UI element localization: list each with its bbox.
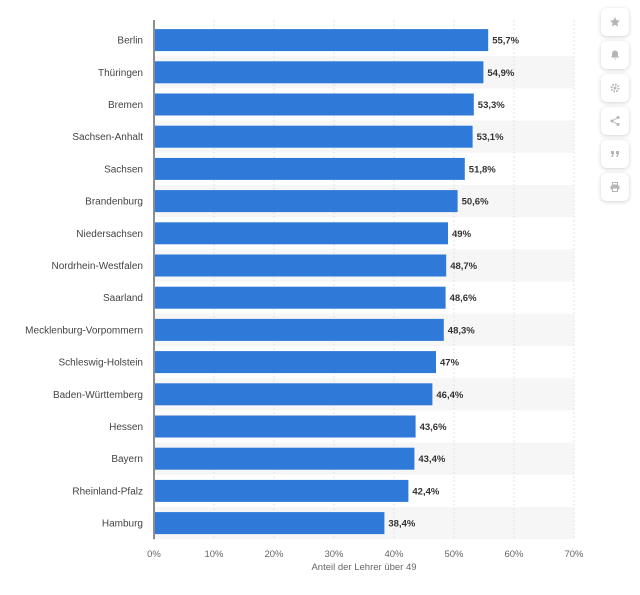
data-label: 43,4% xyxy=(418,454,445,465)
share-button[interactable] xyxy=(601,107,629,135)
share-icon xyxy=(610,116,620,126)
category-label: Schleswig-Holstein xyxy=(59,358,143,369)
print-button[interactable] xyxy=(601,173,629,201)
data-label: 48,7% xyxy=(450,261,477,272)
data-label: 47% xyxy=(440,358,460,369)
bar[interactable] xyxy=(155,254,447,277)
bar[interactable] xyxy=(155,351,436,374)
favorite-button[interactable] xyxy=(601,8,629,36)
category-label: Niedersachsen xyxy=(76,229,143,240)
x-tick-label: 70% xyxy=(564,549,584,560)
notification-button[interactable] xyxy=(601,41,629,69)
bar[interactable] xyxy=(155,61,484,84)
data-label: 55,7% xyxy=(492,36,519,47)
category-label: Rheinland-Pfalz xyxy=(72,486,143,497)
bars xyxy=(155,29,489,535)
data-label: 53,1% xyxy=(477,132,504,143)
category-label: Thüringen xyxy=(98,68,143,79)
value-labels: 55,7% 54,9% 53,3% 53,1% 51,8% 50,6% 49% 48,7% 48… xyxy=(388,36,519,530)
bar[interactable] xyxy=(155,512,385,535)
data-label: 54,9% xyxy=(487,68,514,79)
category-label: Saarland xyxy=(103,293,143,304)
quote-icon xyxy=(611,151,619,157)
category-label: Berlin xyxy=(117,36,143,47)
category-label: Hessen xyxy=(109,422,143,433)
gear-icon xyxy=(610,83,620,93)
side-toolbar xyxy=(601,8,629,206)
x-tick-label: 60% xyxy=(504,549,524,560)
x-tick-label: 20% xyxy=(264,549,284,560)
data-label: 48,3% xyxy=(448,325,475,336)
bar[interactable] xyxy=(155,93,474,116)
bar[interactable] xyxy=(155,318,444,341)
category-label: Sachsen-Anhalt xyxy=(72,132,143,143)
x-tick-label: 40% xyxy=(384,549,404,560)
category-labels: Berlin Thüringen Bremen Sachsen-Anhalt Sachs… xyxy=(25,36,143,530)
data-label: 42,4% xyxy=(412,486,439,497)
category-label: Bayern xyxy=(111,454,143,465)
print-icon xyxy=(610,182,620,192)
data-label: 46,4% xyxy=(436,390,463,401)
x-tick-label: 0% xyxy=(147,549,161,560)
cite-button[interactable] xyxy=(601,140,629,168)
bell-icon xyxy=(611,50,619,60)
data-label: 53,3% xyxy=(478,100,505,111)
category-label: Nordrhein-Westfalen xyxy=(51,261,143,272)
category-label: Sachsen xyxy=(104,164,143,175)
bar[interactable] xyxy=(155,157,465,180)
x-tick-labels: 0% 10% 20% 30% 40% 50% 60% 70% xyxy=(147,549,584,560)
bar[interactable] xyxy=(155,29,489,52)
bar[interactable] xyxy=(155,415,416,438)
x-axis-title: Anteil der Lehrer über 49 xyxy=(311,562,416,573)
bar[interactable] xyxy=(155,286,446,309)
bar[interactable] xyxy=(155,125,473,148)
category-label: Hamburg xyxy=(102,519,143,530)
star-icon xyxy=(610,17,620,27)
category-label: Brandenburg xyxy=(85,197,143,208)
category-label: Mecklenburg-Vorpommern xyxy=(25,325,143,336)
category-label: Bremen xyxy=(108,100,143,111)
data-label: 38,4% xyxy=(388,519,415,530)
settings-button[interactable] xyxy=(601,74,629,102)
data-label: 48,6% xyxy=(450,293,477,304)
x-tick-label: 50% xyxy=(444,549,464,560)
bar[interactable] xyxy=(155,479,409,502)
category-label: Baden-Württemberg xyxy=(53,390,143,401)
x-tick-label: 30% xyxy=(324,549,344,560)
data-label: 51,8% xyxy=(469,164,496,175)
bar[interactable] xyxy=(155,222,448,245)
bar[interactable] xyxy=(155,190,458,213)
bar[interactable] xyxy=(155,383,433,406)
bar[interactable] xyxy=(155,447,415,470)
data-label: 50,6% xyxy=(462,197,489,208)
data-label: 43,6% xyxy=(420,422,447,433)
data-label: 49% xyxy=(452,229,472,240)
x-tick-label: 10% xyxy=(204,549,224,560)
